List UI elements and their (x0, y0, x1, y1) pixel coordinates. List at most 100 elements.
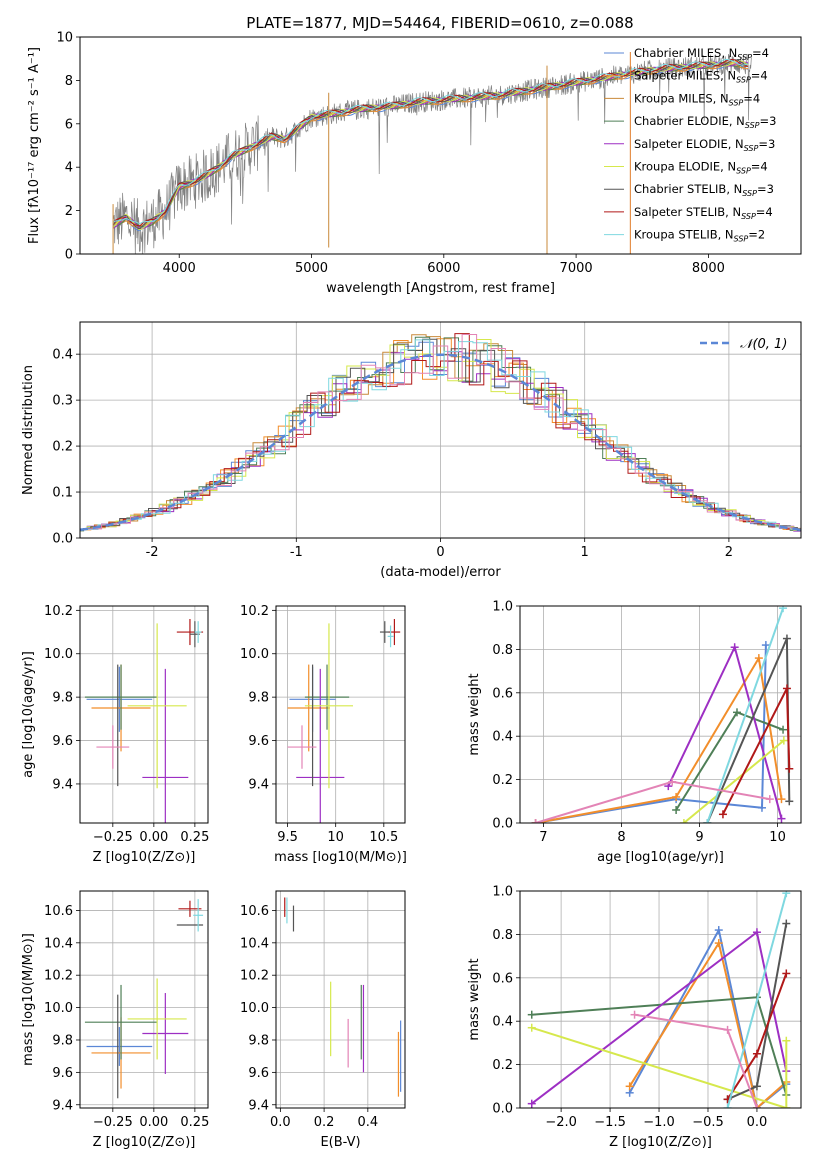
tick-label-x: 8000 (692, 261, 725, 276)
panel-mass-vs-EBV: 0.0 0.2 0.4 9.4 9.6 9.8 10.0 10.2 10.4 10.6 E(B-V) (240, 890, 406, 1150)
axis-label-y: mass weight (467, 673, 482, 755)
panel-mass-weight-vs-Z: −2.0 −1.5 −1.0 −0.5 0.0 0.0 0.2 0.4 0.6 0.8 1.0 Z [… (467, 885, 802, 1150)
tick-label-y: 10 (56, 31, 73, 46)
tick-label-y: 0.1 (52, 486, 73, 501)
axis-label-y: Normed distribution (21, 365, 36, 495)
legend-entry: Kroupa ELODIE, NSSP=4 (634, 160, 768, 176)
plot-area (84, 619, 204, 823)
tick-label-y: 10.4 (44, 936, 73, 951)
tick-label-y: 9.8 (248, 1033, 269, 1048)
tick-label-x: 8 (617, 830, 625, 845)
tick-label-y: 0.4 (492, 1015, 513, 1030)
tick-label-x: 10 (327, 830, 344, 845)
legend-entry: Salpeter MILES, NSSP=4 (634, 69, 768, 85)
axes-frame (275, 605, 406, 824)
legend-entry: Salpeter STELIB, NSSP=4 (634, 205, 773, 221)
tick-label-x: 0.25 (180, 830, 209, 845)
figure-title: PLATE=1877, MJD=54464, FIBERID=0610, z=0… (246, 14, 633, 32)
panel-mass-vs-Z: −0.25 0.00 0.25 9.4 9.6 9.8 10.0 10.2 10.4 10.6 Z … (21, 890, 209, 1150)
tick-label-x: -2 (146, 545, 159, 560)
plot-area (112, 51, 752, 254)
tick-label-x: −0.5 (692, 1115, 724, 1130)
tick-label-y: 10.0 (240, 1001, 269, 1016)
tick-label-y: 9.8 (52, 1033, 73, 1048)
plot-area (84, 899, 204, 1099)
axis-label-y: mass weight (467, 958, 482, 1040)
axis-label-y: mass [log10(M/M⊙)] (21, 933, 36, 1066)
axis-label-x: age [log10(age/yr)] (597, 850, 724, 865)
tick-label-x: -1 (290, 545, 303, 560)
axis-label-x: Z [log10(Z/Z⊙)] (609, 1135, 712, 1150)
tick-label-x: −2.0 (545, 1115, 577, 1130)
tick-label-y: 0.8 (492, 643, 513, 658)
tick-label-y: 0.6 (492, 686, 513, 701)
panel-age-vs-Z: −0.25 0.00 0.25 9.4 9.6 9.8 10.0 10.2 Z [log10(Z… (21, 604, 209, 865)
tick-label-x: 0.00 (139, 830, 168, 845)
tick-label-y: 10.2 (44, 604, 73, 619)
plot-area (80, 333, 801, 533)
tick-label-y: 0.4 (492, 730, 513, 745)
axes-frame (519, 890, 802, 1109)
axis-label-x: Z [log10(Z/Z⊙)] (93, 1135, 196, 1150)
tick-label-x: 0.25 (180, 1115, 209, 1130)
gaussian-curve (80, 353, 801, 532)
tick-label-y: 0.0 (52, 532, 73, 547)
tick-label-y: 10.6 (44, 904, 73, 919)
axis-label-y: Flux [fλ10⁻¹⁷ erg cm⁻² s⁻¹ A⁻¹] (27, 47, 42, 244)
plot-area (527, 891, 791, 1108)
legend-entry: Chabrier ELODIE, NSSP=3 (634, 114, 776, 130)
tick-label-y: 10.4 (240, 936, 269, 951)
tick-label-y: 0 (65, 248, 73, 263)
plot-area (284, 897, 402, 1097)
axis-label-x: wavelength [Angstrom, rest frame] (326, 281, 555, 296)
panel-mass-weight-vs-age: 7 8 9 10 0.0 0.2 0.4 0.6 0.8 1.0 age [log10(age/yr… (467, 600, 802, 865)
plot-area (531, 606, 794, 823)
panel-spectrum: 4000 5000 6000 7000 8000 0 2 4 6 8 10 wavelength [A… (27, 31, 802, 296)
tick-label-y: 10.2 (240, 969, 269, 984)
tick-label-y: 0.4 (52, 348, 73, 363)
tick-label-y: 1.0 (492, 885, 513, 900)
legend-entry: Chabrier MILES, NSSP=4 (634, 46, 769, 62)
tick-label-y: 10.0 (44, 1001, 73, 1016)
mass-weight-line (706, 607, 784, 823)
tick-label-y: 9.8 (52, 691, 73, 706)
tick-label-y: 0.2 (492, 773, 513, 788)
tick-label-y: 0.2 (492, 1058, 513, 1073)
tick-label-y: 8 (65, 74, 73, 89)
tick-label-x: −1.5 (594, 1115, 626, 1130)
tick-label-x: 0.0 (747, 1115, 768, 1130)
tick-label-x: 2 (725, 545, 733, 560)
tick-label-y: 0.0 (492, 817, 513, 832)
tick-label-y: 2 (65, 204, 73, 219)
tick-label-y: 10.6 (240, 904, 269, 919)
legend-entry: 𝒩(0, 1) (740, 337, 787, 352)
mass-weight-line (726, 892, 788, 1108)
tick-label-x: 9 (695, 830, 703, 845)
tick-label-y: 9.4 (248, 1098, 269, 1113)
residual-histogram (80, 334, 801, 530)
tick-label-y: 0.6 (492, 971, 513, 986)
tick-label-y: 9.4 (248, 777, 269, 792)
tick-label-x: 1 (581, 545, 589, 560)
tick-label-x: 10.5 (369, 830, 398, 845)
tick-label-x: −1.0 (643, 1115, 675, 1130)
mass-weight-line (628, 940, 787, 1108)
axis-label-y: age [log10(age/yr)] (21, 651, 36, 778)
tick-label-x: 0.0 (270, 1115, 291, 1130)
tick-label-y: 9.4 (52, 777, 73, 792)
plot-area (287, 619, 401, 823)
residual-histogram (80, 338, 801, 532)
panel-residual-histograms: -2 -1 0 1 2 0.0 0.1 0.2 0.3 0.4 (data-model)/error… (21, 321, 802, 580)
tick-label-y: 0.0 (492, 1102, 513, 1117)
tick-label-y: 10.2 (44, 969, 73, 984)
axis-label-x: (data-model)/error (380, 565, 501, 580)
tick-label-y: 6 (65, 117, 73, 132)
tick-label-x: 9.5 (277, 830, 298, 845)
tick-label-y: 9.8 (248, 691, 269, 706)
mass-weight-line (535, 645, 767, 823)
observed-spectrum (112, 53, 752, 254)
tick-label-x: 4000 (163, 261, 196, 276)
